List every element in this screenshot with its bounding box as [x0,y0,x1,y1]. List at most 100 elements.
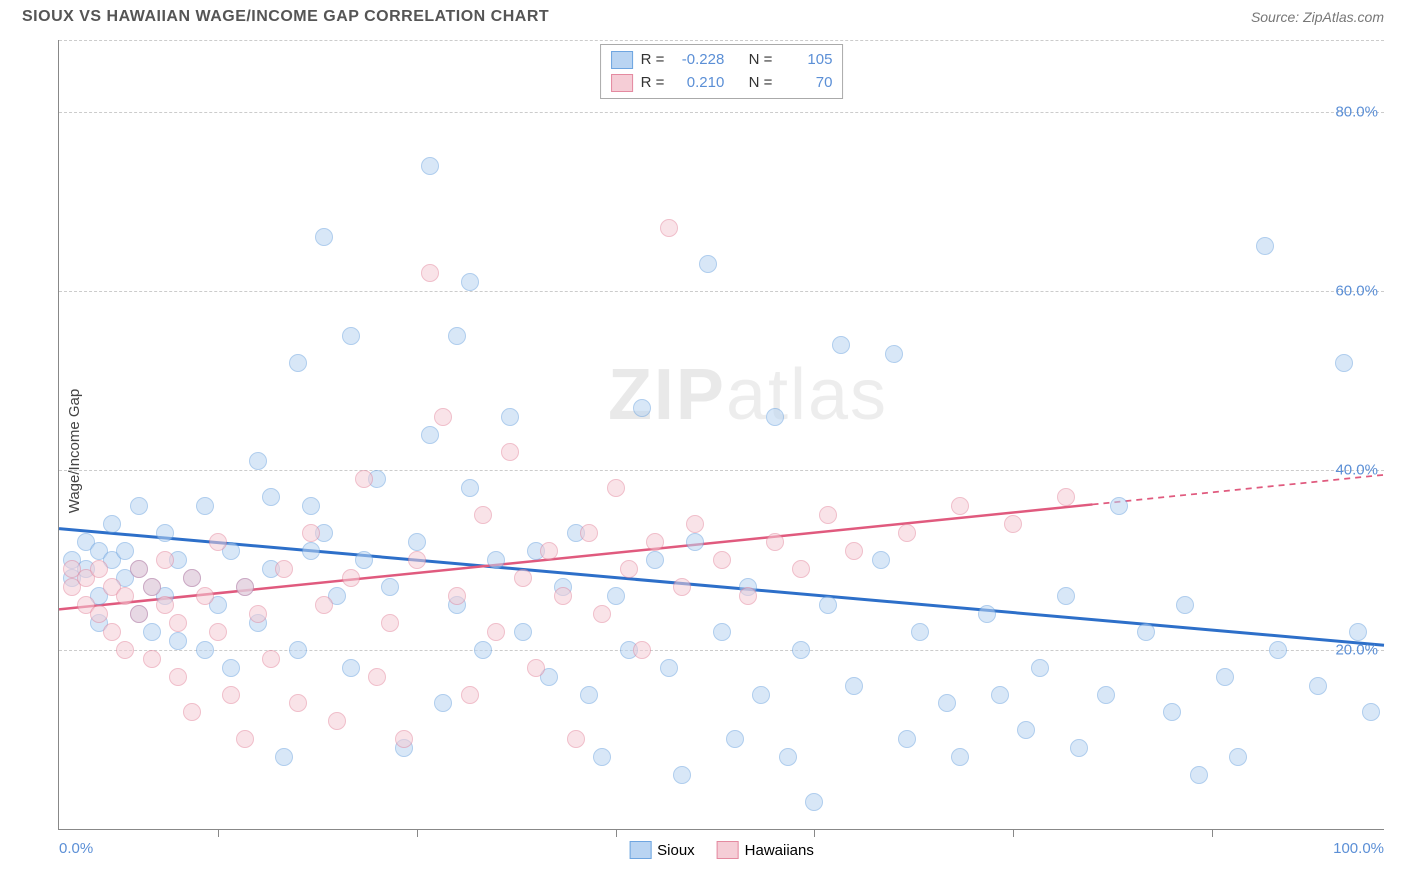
data-point [236,730,254,748]
data-point [580,524,598,542]
legend-swatch [717,841,739,859]
data-point [342,659,360,677]
data-point [90,605,108,623]
data-point [395,730,413,748]
data-point [448,587,466,605]
data-point [196,497,214,515]
data-point [527,659,545,677]
data-point [514,569,532,587]
data-point [474,506,492,524]
data-point [275,560,293,578]
plot-area: ZIPatlas R =-0.228 N =105R =0.210 N =70 … [58,40,1384,830]
data-point [660,659,678,677]
data-point [408,551,426,569]
data-point [540,542,558,560]
data-point [461,479,479,497]
data-point [156,551,174,569]
data-point [103,515,121,533]
data-point [1256,237,1274,255]
series-legend-item: Hawaiians [717,841,814,859]
data-point [938,694,956,712]
data-point [262,488,280,506]
legend-r-value: -0.228 [672,49,724,72]
data-point [421,157,439,175]
data-point [143,578,161,596]
trend-line-dashed [1093,475,1385,505]
data-point [474,641,492,659]
data-point [1017,721,1035,739]
data-point [461,686,479,704]
data-point [1070,739,1088,757]
y-tick-label: 40.0% [1335,462,1378,479]
data-point [143,650,161,668]
data-point [593,748,611,766]
data-point [686,533,704,551]
y-tick-label: 20.0% [1335,641,1378,658]
data-point [421,264,439,282]
data-point [183,703,201,721]
data-point [249,605,267,623]
trend-line [59,504,1093,609]
data-point [1216,668,1234,686]
data-point [169,614,187,632]
data-point [951,748,969,766]
data-point [646,551,664,569]
data-point [90,560,108,578]
legend-r-value: 0.210 [672,72,724,95]
data-point [342,327,360,345]
data-point [819,506,837,524]
data-point [315,228,333,246]
legend-n-label: N = [749,72,773,95]
series-legend-item: Sioux [629,841,695,859]
data-point [381,578,399,596]
data-point [567,730,585,748]
chart-title: SIOUX VS HAWAIIAN WAGE/INCOME GAP CORREL… [22,8,549,26]
data-point [183,569,201,587]
data-point [752,686,770,704]
data-point [355,470,373,488]
data-point [646,533,664,551]
data-point [1309,677,1327,695]
data-point [130,560,148,578]
data-point [514,623,532,641]
data-point [169,668,187,686]
data-point [699,255,717,273]
data-point [421,426,439,444]
data-point [885,345,903,363]
data-point [607,479,625,497]
data-point [805,793,823,811]
source-label: Source: ZipAtlas.com [1251,9,1384,25]
legend-swatch [611,74,633,92]
data-point [633,399,651,417]
legend-r-label: R = [641,72,665,95]
data-point [580,686,598,704]
data-point [130,497,148,515]
data-point [448,327,466,345]
data-point [1349,623,1367,641]
data-point [1362,703,1380,721]
x-tick [417,829,418,837]
x-tick [1013,829,1014,837]
legend-row: R =0.210 N =70 [611,72,833,95]
data-point [1137,623,1155,641]
x-tick [218,829,219,837]
data-point [726,730,744,748]
data-point [779,748,797,766]
data-point [222,686,240,704]
data-point [620,560,638,578]
data-point [143,623,161,641]
data-point [116,641,134,659]
data-point [766,533,784,551]
data-point [501,408,519,426]
gridline [59,112,1384,113]
data-point [209,533,227,551]
data-point [1097,686,1115,704]
data-point [302,542,320,560]
trend-lines [59,40,1384,829]
gridline [59,291,1384,292]
data-point [169,632,187,650]
x-tick [616,829,617,837]
data-point [713,551,731,569]
x-tick-label: 100.0% [1333,840,1384,857]
data-point [1057,587,1075,605]
